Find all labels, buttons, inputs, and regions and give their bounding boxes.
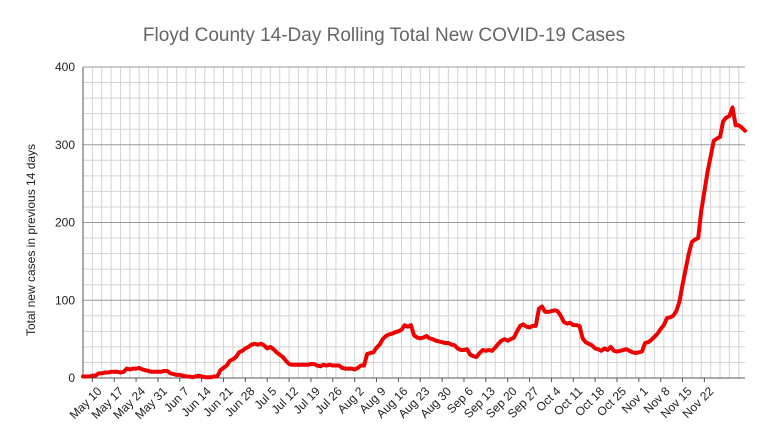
- y-tick-labels: 0 100 200 300 400: [55, 60, 75, 385]
- series-line: [81, 105, 747, 380]
- series-group: [81, 105, 747, 380]
- y-axis-label: Total new cases in previous 14 days: [24, 144, 38, 336]
- chart-title: Floyd County 14-Day Rolling Total New CO…: [143, 25, 625, 46]
- y-tick-label: 200: [55, 216, 75, 230]
- y-tick-label: 0: [68, 371, 75, 385]
- y-tick-label: 100: [55, 293, 75, 307]
- y-tick-label: 400: [55, 60, 75, 74]
- y-tick-label: 300: [55, 138, 75, 152]
